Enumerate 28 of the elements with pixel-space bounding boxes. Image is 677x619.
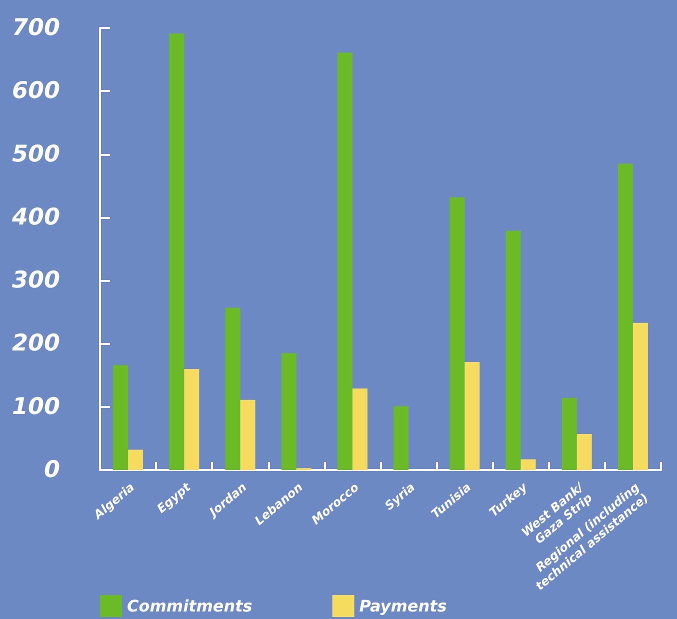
legend-label: Commitments: [127, 596, 252, 616]
y-tick-label: 100: [12, 394, 60, 420]
y-tick-label: 400: [10, 204, 60, 230]
y-tick-label: 600: [12, 78, 60, 104]
legend-label: Payments: [359, 596, 447, 616]
y-tick-label: 0: [44, 457, 60, 483]
bar: [113, 365, 128, 470]
y-tick-label: 300: [12, 268, 60, 294]
bar: [520, 459, 536, 470]
y-tick-label: 200: [12, 330, 60, 357]
bar: [281, 353, 296, 470]
bar: [352, 388, 368, 470]
y-tick-label: 700: [12, 15, 60, 41]
bar: [632, 322, 648, 470]
bar: [169, 34, 184, 470]
bar: [240, 400, 256, 470]
bar: [225, 308, 240, 470]
bar: [128, 450, 144, 470]
bar: [464, 362, 480, 470]
bar: [184, 368, 200, 470]
bar: [576, 434, 592, 470]
bar: [506, 230, 521, 470]
bar: [618, 164, 633, 470]
bar: [562, 398, 577, 470]
bar: [450, 197, 465, 470]
bar: [337, 52, 352, 470]
y-tick-label: 500: [12, 141, 60, 168]
bar: [394, 406, 409, 470]
